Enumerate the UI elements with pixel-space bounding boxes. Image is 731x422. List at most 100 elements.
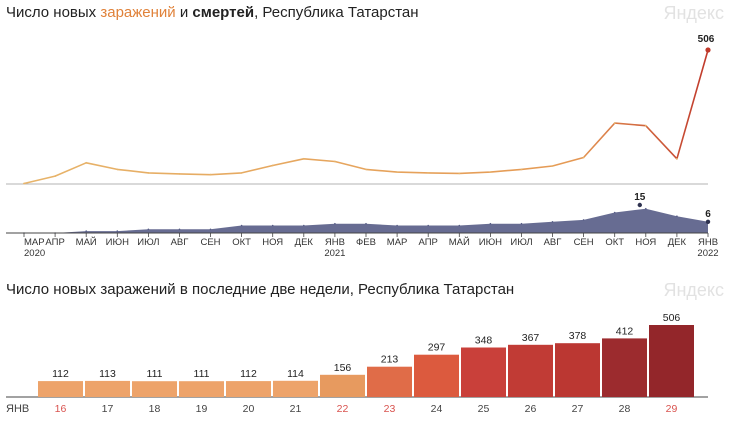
bar [320,374,365,397]
bar-category-label: 20 [243,403,255,415]
bar-value-label: 112 [240,368,257,380]
bar [508,344,553,397]
infections-point [302,157,305,160]
year-tick-label: 2020 [24,248,45,259]
bar [273,380,318,397]
bar-category-label: 17 [102,403,114,415]
deaths-point [676,215,678,217]
top-chart-title: Число новых заражений и смертей, Республ… [6,4,419,21]
bar-category-label: 27 [572,403,584,415]
title-middle: и [176,4,193,21]
month-tick-label: ИЮН [479,237,502,248]
title-deaths: смертей [192,4,254,21]
deaths-annotation-dot [637,202,642,208]
deaths-point [458,224,461,227]
deaths-point [178,228,181,231]
bar [461,347,506,397]
bar-category-label: 25 [478,403,490,415]
infections-point [644,124,647,127]
bar [414,354,459,397]
deaths-point [427,224,430,227]
deaths-area [24,208,708,233]
deaths-point [520,222,523,225]
bar [649,325,694,397]
infections-point [582,156,585,159]
bar-value-label: 367 [522,332,540,344]
bar-value-label: 111 [147,368,163,380]
deaths-point [489,222,492,225]
bar [38,381,83,397]
year-tick-label: 2022 [697,248,718,259]
month-tick-label: АВГ [544,237,562,248]
month-tick-label: НОЯ [635,237,656,248]
bar-value-label: 348 [475,334,493,346]
deaths-point [147,228,150,231]
bar-value-label: 113 [99,368,116,380]
month-tick-label: МАР [24,237,45,248]
infections-point [85,161,88,164]
infections-point [705,47,711,53]
month-tick-label: ИЮН [106,237,129,248]
month-tick-label: ФЕВ [356,237,376,248]
year-tick-label: 2021 [324,248,345,259]
infections-point [676,157,678,160]
deaths-point [334,222,336,225]
infections-line-layer: 506 [6,34,715,185]
month-tick-label: НОЯ [262,237,283,248]
deaths-point [645,207,647,210]
infections-point [365,168,367,171]
bar-category-label: 29 [666,403,678,415]
infections-point [54,175,56,178]
title-suffix: , Республика Татарстан [254,4,418,21]
bar-value-label: 412 [616,325,634,337]
bar [132,381,177,397]
bar-category-label: 24 [431,403,443,415]
month-tick-label: ДЕК [295,237,314,248]
infections-point [147,172,150,174]
bar-value-label: 112 [52,368,69,380]
infections-point [116,168,119,171]
infections-point [334,160,336,163]
infections-point [178,173,181,175]
infections-point [396,171,398,174]
deaths-point [582,219,585,221]
bottom-chart-title: Число новых заражений в последние две не… [6,281,514,298]
deaths-point [271,224,274,227]
bar-value-label: 378 [569,330,587,342]
bar-value-label: 213 [381,354,399,366]
infections-point [551,165,554,167]
month-tick-label: СЕН [200,237,220,248]
bar-category-label: 19 [196,403,208,415]
infections-line [23,49,709,185]
infections-point [489,171,492,174]
bottom-watermark: Яндекс [663,280,724,300]
deaths-point [551,221,554,223]
title-prefix: Число новых [6,4,100,21]
bar-value-label: 156 [334,362,352,374]
infections-point [209,173,212,176]
bar-category-label: 23 [384,403,396,415]
top-watermark: Яндекс [663,3,724,23]
bar [555,343,600,397]
month-tick-label: ОКТ [232,237,251,248]
deaths-point [396,224,398,227]
bar-value-label: 506 [663,312,681,324]
infections-point [520,168,523,171]
bar-value-label: 297 [428,342,446,354]
bar-category-label: 16 [55,403,67,415]
infections-point [271,164,274,167]
bar [367,366,412,397]
deaths-annotation-dot [705,219,711,224]
deaths-annotation-label: 15 [634,192,646,203]
bar-category-label: 28 [619,403,631,415]
bar-category-label: 26 [525,403,537,415]
bar [226,381,271,397]
infections-point [23,182,25,185]
month-tick-label: АВГ [171,237,189,248]
month-tick-label: ИЮЛ [510,237,532,248]
bar-chart-layer: 112 16 113 17 111 18 111 19 112 20 114 21 156 22 213 23… [6,312,708,415]
infections-point [458,172,461,175]
month-tick-label: АПР [45,237,64,248]
